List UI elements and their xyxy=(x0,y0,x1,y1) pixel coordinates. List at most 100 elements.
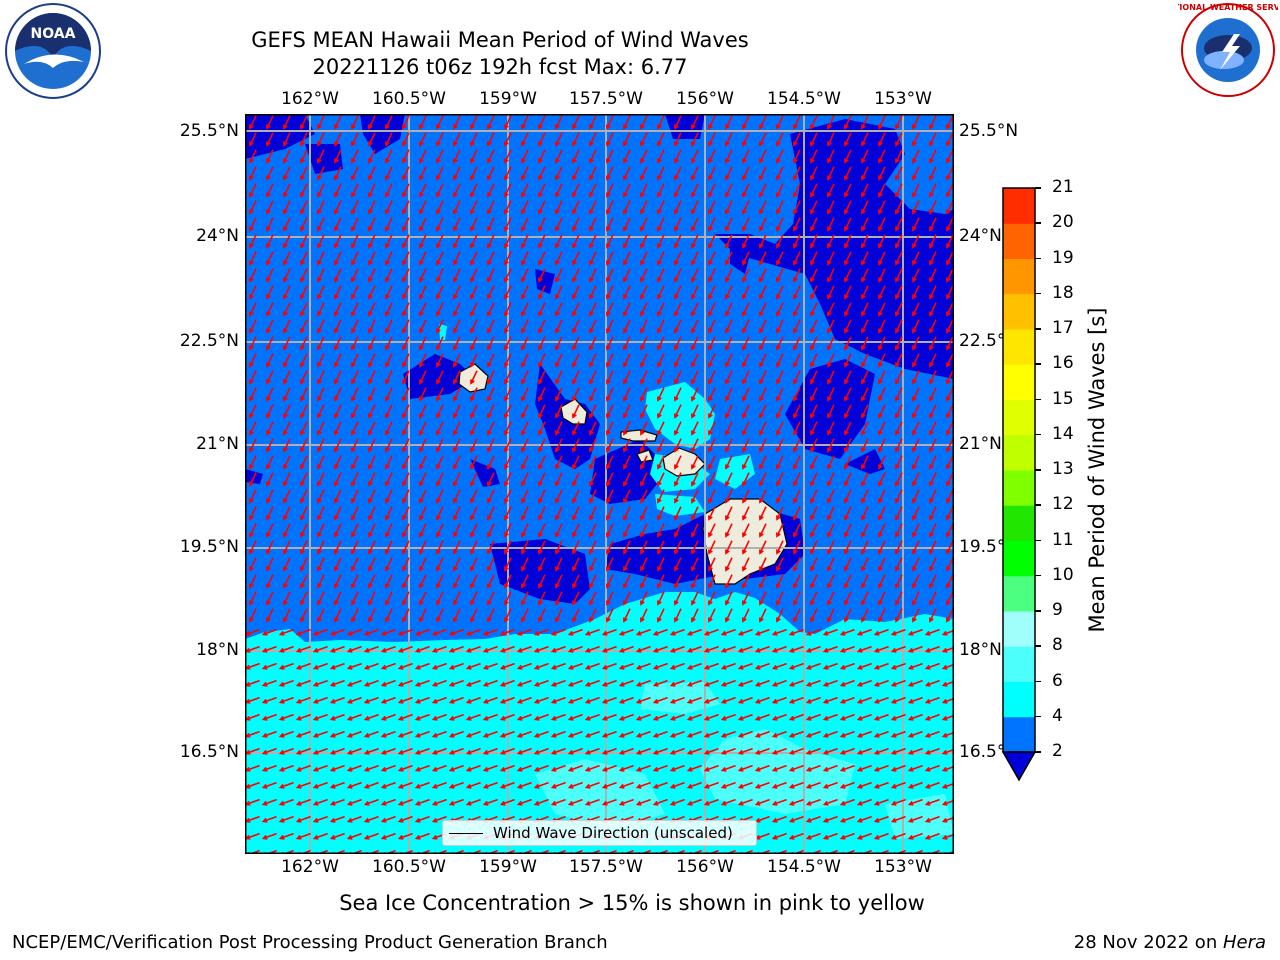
wind-wave-arrow xyxy=(589,591,597,606)
wind-wave-arrow xyxy=(470,251,478,266)
wind-wave-arrow xyxy=(941,663,954,670)
wind-wave-arrow xyxy=(810,591,818,606)
wind-wave-arrow xyxy=(827,421,835,436)
wind-wave-arrow xyxy=(419,183,427,198)
wind-wave-arrow xyxy=(555,421,563,436)
wind-wave-arrow xyxy=(487,421,495,436)
wind-wave-arrow xyxy=(878,591,886,606)
colorbar-tick-label: 8 xyxy=(1052,635,1063,656)
wind-wave-arrow xyxy=(652,764,668,772)
wind-wave-arrow xyxy=(589,217,597,232)
wind-wave-arrow xyxy=(623,421,631,436)
wind-wave-arrow xyxy=(317,132,325,147)
colorbar-band xyxy=(1003,223,1035,259)
wind-wave-arrow xyxy=(380,713,396,721)
wind-wave-arrow xyxy=(521,455,529,470)
wind-wave-arrow xyxy=(708,200,716,215)
wind-wave-arrow xyxy=(402,387,410,402)
wind-wave-arrow xyxy=(873,679,889,687)
wind-wave-arrow xyxy=(788,781,804,789)
wind-wave-arrow xyxy=(300,234,308,249)
wind-wave-arrow xyxy=(844,421,852,436)
wind-wave-arrow xyxy=(946,455,954,470)
wind-wave-arrow xyxy=(895,268,903,283)
wind-wave-arrow xyxy=(640,251,648,266)
wind-wave-arrow xyxy=(754,730,770,738)
wind-wave-arrow xyxy=(844,557,852,572)
wind-wave-arrow xyxy=(555,115,563,130)
wind-wave-arrow xyxy=(368,149,376,164)
wind-wave-arrow xyxy=(912,370,920,385)
wind-wave-arrow xyxy=(572,234,580,249)
wind-wave-arrow xyxy=(470,166,478,181)
wind-wave-arrow xyxy=(351,132,359,147)
wind-wave-arrow xyxy=(402,115,410,130)
wind-wave-arrow xyxy=(402,166,410,181)
wind-wave-arrow xyxy=(878,557,886,572)
wind-wave-arrow xyxy=(805,832,821,840)
wind-wave-arrow xyxy=(521,302,529,317)
wind-wave-arrow xyxy=(414,628,430,636)
wind-wave-arrow xyxy=(691,149,699,164)
wind-wave-arrow xyxy=(261,628,277,636)
hawaiian-islands xyxy=(458,363,788,585)
wind-wave-arrow xyxy=(720,662,736,670)
wind-wave-arrow xyxy=(431,815,447,823)
wind-wave-arrow xyxy=(895,404,903,419)
wind-wave-arrow xyxy=(652,798,668,806)
wind-wave-arrow xyxy=(533,628,549,636)
wind-wave-arrow xyxy=(793,387,801,402)
wind-wave-arrow xyxy=(567,764,583,772)
wind-wave-arrow xyxy=(623,404,631,419)
wind-wave-arrow xyxy=(946,183,954,198)
wind-wave-arrow xyxy=(278,815,294,823)
wind-wave-arrow xyxy=(839,713,855,721)
wind-wave-arrow xyxy=(555,302,563,317)
wind-wave-arrow xyxy=(912,183,920,198)
wind-wave-arrow xyxy=(317,353,325,368)
wind-wave-arrow xyxy=(249,319,257,334)
wind-wave-arrow xyxy=(725,387,733,402)
wind-wave-arrow xyxy=(623,540,631,555)
wind-wave-arrow xyxy=(686,798,702,806)
colorbar-band xyxy=(1003,575,1035,612)
wind-wave-arrow xyxy=(521,574,529,589)
wind-wave-arrow xyxy=(334,421,342,436)
wind-wave-arrow xyxy=(584,696,600,704)
wind-wave-arrow xyxy=(266,472,274,487)
wind-wave-arrow xyxy=(793,472,801,487)
wind-wave-arrow xyxy=(368,285,376,300)
wind-wave-arrow xyxy=(397,798,413,806)
wind-wave-arrow xyxy=(878,166,886,181)
wind-wave-arrow xyxy=(584,730,600,738)
lat-tick-left: 16.5°N xyxy=(179,742,239,762)
wind-wave-arrow xyxy=(895,438,903,453)
wind-wave-arrow xyxy=(584,628,600,636)
wind-wave-arrow xyxy=(453,540,461,555)
wind-wave-arrow xyxy=(266,370,274,385)
wind-wave-arrow xyxy=(640,557,648,572)
wind-wave-arrow xyxy=(827,506,835,521)
wind-wave-arrow xyxy=(266,336,274,351)
wind-wave-arrow xyxy=(278,832,294,840)
wind-wave-arrow xyxy=(827,455,835,470)
wind-wave-arrow xyxy=(470,370,478,385)
wind-wave-arrow xyxy=(776,523,784,538)
wind-wave-arrow xyxy=(912,234,920,249)
wind-wave-arrow xyxy=(453,115,461,130)
wind-wave-arrow xyxy=(487,574,495,589)
wind-wave-arrow xyxy=(725,234,733,249)
wind-wave-arrow xyxy=(878,574,886,589)
wind-wave-arrow xyxy=(737,798,753,806)
wind-wave-arrow xyxy=(521,489,529,504)
wind-wave-arrow xyxy=(929,540,937,555)
wind-wave-arrow xyxy=(368,540,376,555)
wind-wave-arrow xyxy=(788,747,804,755)
wind-wave-arrow xyxy=(623,489,631,504)
wind-wave-arrow xyxy=(312,696,328,704)
wind-wave-arrow xyxy=(737,781,753,789)
wind-wave-arrow xyxy=(572,302,580,317)
wind-wave-arrow xyxy=(742,404,750,419)
wind-wave-arrow xyxy=(822,679,838,687)
wind-wave-arrow xyxy=(504,268,512,283)
